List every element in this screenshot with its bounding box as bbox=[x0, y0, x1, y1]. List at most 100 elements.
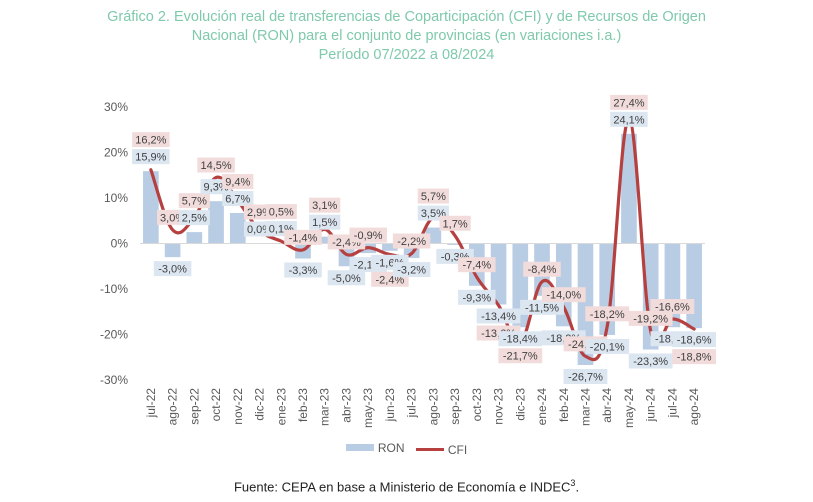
cfi-data-label-bg bbox=[349, 227, 387, 243]
cfi-data-label-text: 5,7% bbox=[421, 191, 446, 203]
ron-data-label: 2,5% bbox=[178, 210, 210, 226]
ron-data-label: -18,4% bbox=[498, 331, 543, 347]
x-tick-label: feb-24 bbox=[557, 388, 571, 422]
ron-data-label-text: -5,0% bbox=[332, 273, 361, 285]
x-tick-label: mar-24 bbox=[578, 388, 592, 426]
chart-title-line-3: Período 07/2022 a 08/2024 bbox=[318, 47, 495, 63]
cfi-data-label-bg bbox=[541, 287, 586, 303]
ron-data-label-text: -3,3% bbox=[289, 265, 318, 277]
ron-bar bbox=[208, 201, 224, 244]
y-tick-label: 20% bbox=[104, 146, 128, 160]
ron-data-label-text: -9,3% bbox=[462, 292, 491, 304]
ron-bar bbox=[447, 243, 463, 245]
source-note: Fuente: CEPA en base a Ministerio de Eco… bbox=[0, 478, 813, 494]
x-tick-label: abr-23 bbox=[339, 388, 353, 423]
cfi-data-label-bg bbox=[610, 94, 648, 110]
cfi-data-label-bg bbox=[197, 157, 235, 173]
x-tick-label: dic-23 bbox=[513, 388, 527, 421]
x-tick-label: ago-22 bbox=[166, 388, 180, 426]
x-tick-label: dic-22 bbox=[253, 388, 267, 421]
ron-bar bbox=[686, 243, 702, 329]
cfi-data-label-text: -14,0% bbox=[546, 290, 581, 302]
ron-data-label-text: -11,5% bbox=[525, 302, 559, 314]
data-labels: 16,2%15,9%3,0%-3,0%5,7%2,5%14,5%9,3%9,4%… bbox=[132, 94, 717, 384]
ron-data-label-text: -13,4% bbox=[481, 311, 516, 323]
cfi-data-label: -19,2% bbox=[628, 310, 673, 326]
x-tick-label: ago-23 bbox=[426, 388, 440, 426]
ron-data-label-bg bbox=[178, 210, 210, 226]
cfi-data-label-text: -2,4% bbox=[376, 274, 405, 286]
ron-data-label-text: -20,1% bbox=[590, 341, 625, 353]
ron-data-label-bg bbox=[392, 262, 431, 278]
cfi-data-label-bg bbox=[523, 261, 561, 277]
ron-data-label-bg bbox=[520, 299, 564, 315]
ron-data-label: 1,5% bbox=[309, 214, 341, 230]
x-tick-label: ene-23 bbox=[274, 388, 288, 426]
x-tick-label: mar-23 bbox=[318, 388, 332, 426]
x-tick-label: jul-22 bbox=[144, 388, 158, 419]
cfi-data-label-bg bbox=[650, 299, 695, 315]
cfi-data-label-bg bbox=[284, 229, 322, 245]
cfi-data-label-text: -8,4% bbox=[528, 264, 557, 276]
cfi-data-label: 5,7% bbox=[178, 193, 210, 209]
y-tick-label: 10% bbox=[104, 191, 128, 205]
ron-data-label: -3,0% bbox=[153, 261, 192, 277]
ron-data-label-bg bbox=[585, 338, 630, 354]
cfi-data-label: 1,7% bbox=[439, 215, 471, 231]
x-axis: jul-22 ago-22 sep-22 oct-22 nov-22 dic-22 ene-… bbox=[144, 388, 701, 428]
cfi-data-label-text: -21,7% bbox=[503, 351, 538, 363]
x-tick-label: nov-23 bbox=[492, 388, 506, 425]
ron-data-label: -23,3% bbox=[628, 353, 673, 369]
ron-data-label-bg bbox=[628, 353, 673, 369]
x-tick-label: jun-24 bbox=[644, 388, 658, 423]
legend-label-cfi: CFI bbox=[447, 442, 468, 457]
cfi-data-label-bg bbox=[178, 193, 210, 209]
ron-data-label-text: -23,3% bbox=[633, 356, 668, 368]
ron-data-label-bg bbox=[476, 308, 521, 324]
cfi-data-label-text: -7,4% bbox=[462, 260, 491, 272]
chart-title-line-1: Gráfico 2. Evolución real de transferenc… bbox=[107, 9, 706, 25]
cfi-data-label-bg bbox=[132, 132, 170, 148]
cfi-data-label: -1,4% bbox=[284, 229, 322, 245]
ron-data-label: -20,1% bbox=[585, 338, 630, 354]
y-tick-label: -10% bbox=[100, 282, 128, 296]
cfi-data-label-text: 1,7% bbox=[443, 218, 468, 230]
x-tick-label: sep-22 bbox=[187, 388, 201, 425]
cfi-data-label-text: -0,9% bbox=[354, 230, 383, 242]
cfi-data-label: 3,1% bbox=[309, 197, 341, 213]
chart-title: Gráfico 2. Evolución real de transferenc… bbox=[0, 8, 813, 65]
ron-data-label-bg bbox=[309, 214, 341, 230]
cfi-data-label: -18,2% bbox=[585, 306, 630, 322]
cfi-data-label-text: -1,4% bbox=[289, 232, 318, 244]
x-tick-label: ago-24 bbox=[687, 388, 701, 426]
ron-data-label-bg bbox=[672, 332, 717, 348]
ron-data-label-bg bbox=[222, 191, 254, 207]
ron-data-label-bg bbox=[563, 368, 608, 384]
cfi-data-label: 5,7% bbox=[417, 188, 449, 204]
cfi-swatch bbox=[415, 448, 444, 451]
y-tick-label: 0% bbox=[111, 237, 129, 251]
ron-data-label-bg bbox=[284, 262, 322, 278]
ron-swatch bbox=[345, 444, 374, 451]
x-tick-label: may-24 bbox=[622, 388, 636, 428]
cfi-data-label: 27,4% bbox=[610, 94, 648, 110]
ron-bar bbox=[621, 133, 637, 244]
cfi-data-label-text: 5,7% bbox=[182, 196, 207, 208]
x-tick-label: sep-23 bbox=[448, 388, 462, 425]
x-tick-label: jul-23 bbox=[405, 388, 419, 419]
cfi-data-label-text: 14,5% bbox=[200, 160, 231, 172]
ron-data-label: -13,4% bbox=[476, 308, 521, 324]
cfi-data-label-bg bbox=[417, 188, 449, 204]
ron-data-label-text: 2,5% bbox=[182, 213, 207, 225]
cfi-data-label-bg bbox=[628, 310, 673, 326]
source-end: . bbox=[575, 479, 580, 495]
ron-data-label-bg bbox=[498, 331, 543, 347]
cfi-data-label-text: 9,4% bbox=[225, 177, 250, 189]
x-tick-label: oct-22 bbox=[209, 388, 223, 422]
cfi-data-label: 16,2% bbox=[132, 132, 170, 148]
ron-data-label-text: -3,0% bbox=[158, 264, 187, 276]
cfi-data-label-bg bbox=[309, 197, 341, 213]
ron-data-label-text: -3,2% bbox=[397, 265, 426, 277]
x-tick-label: oct-23 bbox=[470, 388, 484, 422]
cfi-data-label: 0,5% bbox=[265, 204, 297, 220]
